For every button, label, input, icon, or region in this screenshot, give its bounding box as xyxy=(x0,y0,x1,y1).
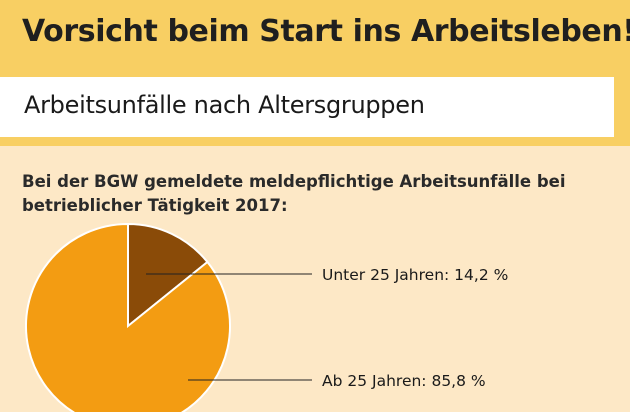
subheader-banner: Arbeitsunfälle nach Altersgruppen xyxy=(0,72,630,146)
header-banner: Vorsicht beim Start ins Arbeitsleben! xyxy=(0,0,630,72)
subheader-bar: Arbeitsunfälle nach Altersgruppen xyxy=(0,77,614,137)
pie-slices xyxy=(25,222,231,412)
pie-slice-from-25 xyxy=(25,222,231,412)
pie-label-under-25: Unter 25 Jahren: 14,2 % xyxy=(322,266,508,284)
pie-chart: Unter 25 Jahren: 14,2 % Ab 25 Jahren: 85… xyxy=(25,222,508,412)
chart-description: Bei der BGW gemeldete meldepflichtige Ar… xyxy=(22,172,566,215)
pie-label-from-25: Ab 25 Jahren: 85,8 % xyxy=(322,372,486,390)
page-title: Vorsicht beim Start ins Arbeitsleben! xyxy=(22,14,630,49)
pie-slice-under-25 xyxy=(127,222,209,329)
chart-section-title: Arbeitsunfälle nach Altersgruppen xyxy=(24,91,425,119)
